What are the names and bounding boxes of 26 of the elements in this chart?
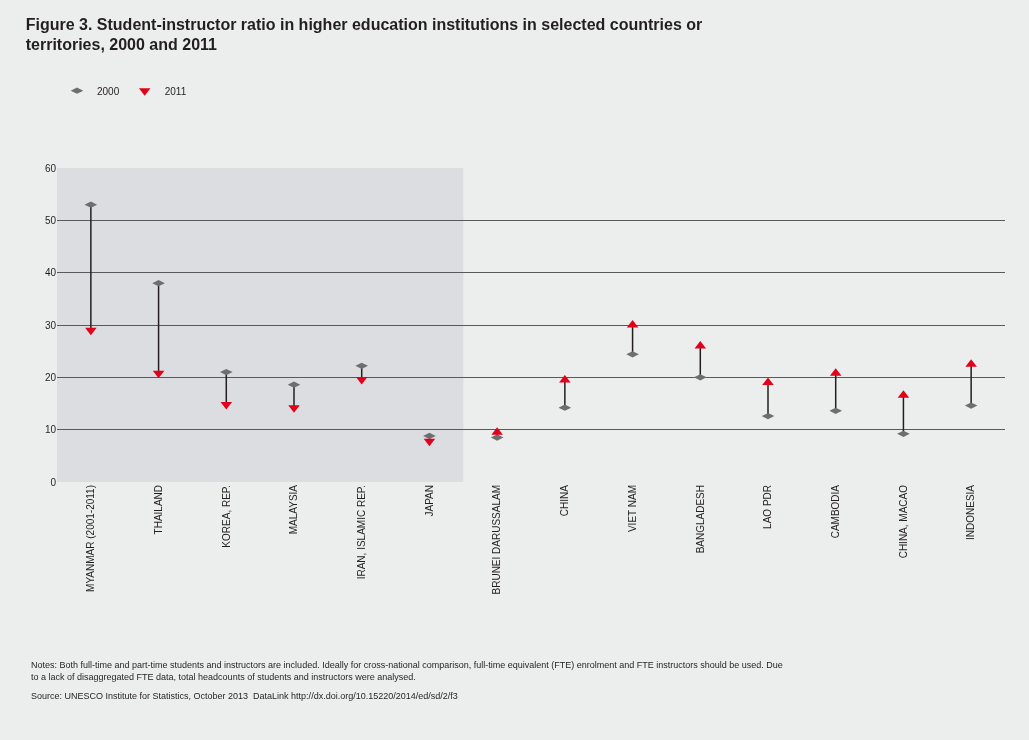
x-tick-label: CHINA <box>559 484 571 517</box>
x-tick-label: JAPAN <box>423 485 435 517</box>
x-tick-label: VIET NAM <box>626 485 638 533</box>
x-tick-label: BANGLADESH <box>694 485 706 554</box>
x-tick-label: BRUNEI DARUSSALAM <box>491 485 503 595</box>
chart-title: Figure 3. Student-instructor ratio in higher education institutions in selected countries or territories, 2000 and 2011 <box>25 15 703 54</box>
x-tick-label: LAO PDR <box>762 485 774 529</box>
x-tick-label: CHINA, MACAO <box>897 484 909 559</box>
legend-label: 2011 <box>164 85 187 97</box>
x-tick-label: MALAYSIA <box>288 484 300 535</box>
x-tick-label: IRAN, ISLAMIC REP. <box>355 485 367 580</box>
y-tick-label: 10 <box>44 424 57 436</box>
y-tick-label: 40 <box>44 267 57 279</box>
legend-label: 2000 <box>97 85 120 97</box>
source-note: Source: UNESCO Institute for Statistics, October 2013 DataLink http://dx.doi.org/10.15220/2014/ed/sd/2/f3 <box>31 691 458 701</box>
y-tick-label: 60 <box>44 162 57 174</box>
x-tick-label: KOREA, REP. <box>220 485 232 548</box>
y-tick-label: 20 <box>44 371 57 383</box>
x-tick-label: THAILAND <box>152 485 164 535</box>
y-tick-label: 0 <box>50 476 57 488</box>
x-tick-label: CAMBODIA <box>829 484 841 539</box>
text: Notes: Both full-time and part-time students and instructors are included. Ideally for cross-national comparison, full-time equivalent (FTE) enrolment and FTE instructors should be used. Due to a lack of disaggregated FTE data, total headcounts of students and instructors were analysed. <box>31 660 783 682</box>
x-tick-label: INDONESIA <box>965 484 977 541</box>
y-tick-label: 50 <box>44 214 57 226</box>
x-tick-label: MYANMAR (2001-2011) <box>85 485 97 592</box>
y-tick-label: 30 <box>44 319 57 331</box>
